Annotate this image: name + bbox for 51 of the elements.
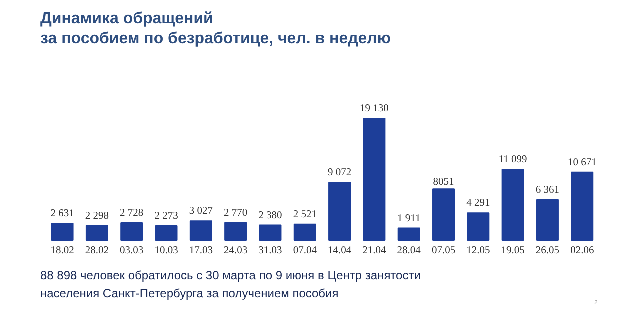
data-label: 2 521 bbox=[293, 209, 317, 220]
bar bbox=[398, 228, 420, 241]
data-label: 2 273 bbox=[154, 210, 178, 222]
x-tick-label: 28.04 bbox=[397, 245, 422, 256]
x-tick-label: 21.04 bbox=[362, 245, 388, 256]
data-label: 3 027 bbox=[189, 206, 213, 218]
x-tick-label: 10.03 bbox=[154, 245, 178, 256]
bar bbox=[294, 224, 316, 241]
text: 88 898 человек обратилось с 30 марта по 9 июня в Центр занятости bbox=[40, 268, 421, 282]
x-tick-label: 24.03 bbox=[224, 245, 248, 256]
bar bbox=[190, 220, 212, 241]
bar bbox=[120, 222, 144, 241]
bar bbox=[259, 224, 282, 241]
x-tick-label: 28.02 bbox=[85, 245, 110, 256]
data-label: 8051 bbox=[433, 177, 454, 188]
data-label: 1 911 bbox=[397, 213, 421, 224]
bar bbox=[536, 199, 559, 241]
chart-title: Динамика обращений за пособием по безработице, чел. в неделю bbox=[40, 10, 392, 48]
bar bbox=[363, 118, 386, 241]
x-tick-label: 12.05 bbox=[466, 245, 490, 256]
bar bbox=[571, 172, 594, 241]
data-label: 2 380 bbox=[258, 210, 282, 222]
x-tick-label: 02.06 bbox=[570, 245, 594, 256]
x-tick-label: 03.03 bbox=[120, 245, 144, 256]
bar bbox=[467, 212, 490, 241]
x-tick-label: 07.05 bbox=[432, 245, 456, 256]
data-label: 19 130 bbox=[360, 103, 389, 114]
x-tick-label: 26.05 bbox=[536, 245, 560, 256]
data-label: 6 361 bbox=[536, 184, 560, 196]
bar bbox=[51, 223, 74, 241]
data-label: 2 631 bbox=[50, 208, 74, 220]
data-label: 2 298 bbox=[85, 210, 110, 222]
x-tick-label: 31.03 bbox=[258, 245, 282, 256]
x-tick-label: 14.04 bbox=[328, 245, 352, 256]
bar bbox=[224, 222, 248, 241]
bar bbox=[328, 182, 352, 241]
x-tick-label: 19.05 bbox=[501, 245, 525, 256]
data-label: 4 291 bbox=[466, 198, 490, 210]
x-tick-label: 18.02 bbox=[50, 245, 74, 256]
bar bbox=[86, 225, 108, 241]
text: населения Санкт-Петербурга за получением пособия bbox=[40, 286, 339, 300]
data-label: 2 728 bbox=[120, 208, 144, 220]
x-tick-label: 17.03 bbox=[189, 245, 213, 256]
data-label: 10 671 bbox=[568, 157, 597, 168]
data-label: 9 072 bbox=[328, 168, 352, 179]
data-label: 11 099 bbox=[498, 154, 528, 166]
bar bbox=[502, 169, 524, 241]
x-tick-label: 07.04 bbox=[293, 245, 318, 256]
data-label: 2 770 bbox=[224, 208, 248, 219]
bar bbox=[155, 225, 178, 241]
bar bbox=[432, 188, 455, 241]
